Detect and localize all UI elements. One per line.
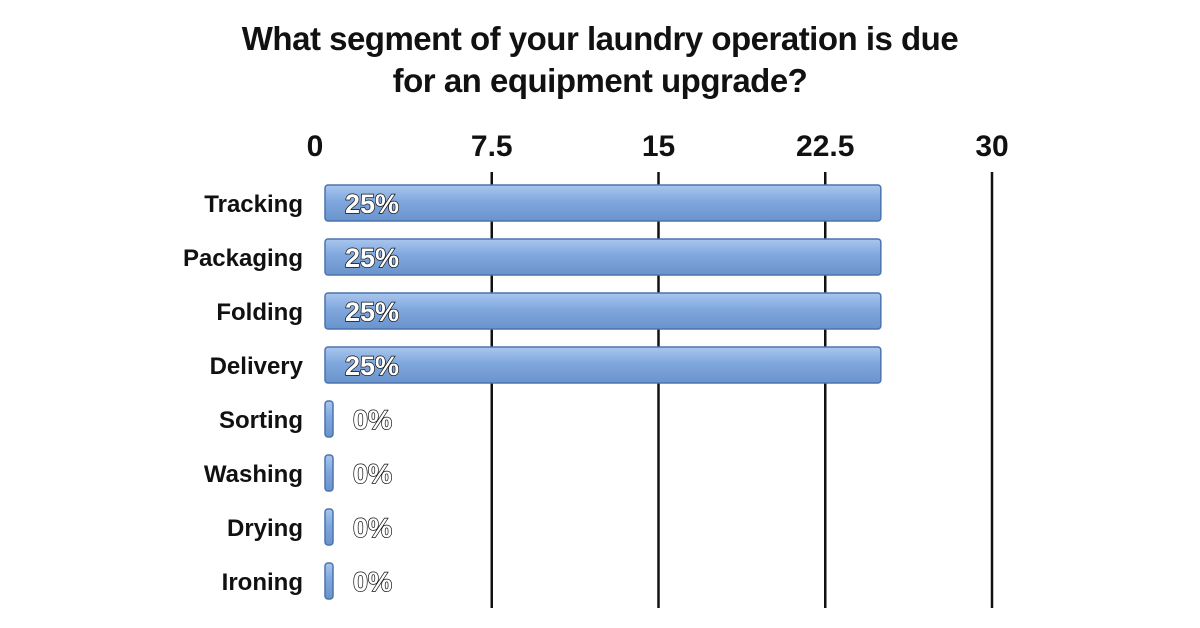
data-label: 0% bbox=[353, 567, 392, 597]
gridlines bbox=[490, 172, 994, 608]
bar bbox=[324, 400, 334, 438]
x-tick-labels: 0 7.5 15 22.5 30 bbox=[307, 130, 1009, 163]
category-label: Drying bbox=[227, 515, 303, 542]
bars bbox=[324, 184, 882, 600]
x-tick-label: 30 bbox=[975, 130, 1008, 163]
x-tick-label: 7.5 bbox=[471, 130, 513, 163]
bar bbox=[324, 292, 882, 330]
bar bbox=[324, 562, 334, 600]
data-labels: 25% 25% 25% 25% 0% 0% 0% 0% bbox=[344, 188, 399, 597]
category-label: Tracking bbox=[204, 191, 303, 218]
category-label: Sorting bbox=[219, 407, 303, 434]
category-label: Ironing bbox=[222, 569, 303, 596]
chart-title-line-2: for an equipment upgrade? bbox=[392, 62, 808, 99]
data-label: 0% bbox=[353, 459, 392, 489]
data-label: 25% bbox=[345, 351, 399, 381]
x-tick-label: 22.5 bbox=[796, 130, 854, 163]
data-label: 25% bbox=[345, 243, 399, 273]
category-label: Washing bbox=[204, 461, 303, 488]
bar bbox=[324, 508, 334, 546]
data-label: 0% bbox=[353, 405, 392, 435]
data-label: 25% bbox=[345, 297, 399, 327]
bar bbox=[324, 184, 882, 222]
chart-title-line-1: What segment of your laundry operation i… bbox=[241, 20, 959, 57]
bar bbox=[324, 238, 882, 276]
bar bbox=[324, 346, 882, 384]
x-tick-label: 0 bbox=[307, 130, 324, 163]
x-tick-label: 15 bbox=[642, 130, 675, 163]
category-label: Delivery bbox=[210, 353, 304, 380]
category-labels: Tracking Packaging Folding Delivery Sorting W… bbox=[183, 191, 304, 596]
category-label: Packaging bbox=[183, 245, 303, 272]
category-label: Folding bbox=[216, 299, 303, 326]
bar bbox=[324, 454, 334, 492]
chart-title: What segment of your laundry operation i… bbox=[0, 18, 1200, 102]
data-label: 0% bbox=[353, 513, 392, 543]
data-label: 25% bbox=[345, 189, 399, 219]
